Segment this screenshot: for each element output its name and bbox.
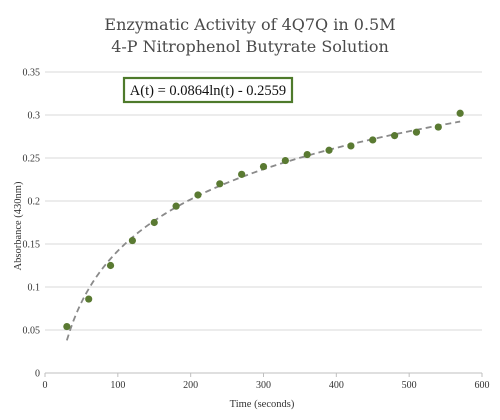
chart-title-line-2: 4-P Nitrophenol Butyrate Solution xyxy=(111,37,389,56)
equation-box xyxy=(122,76,294,104)
x-tick-label: 400 xyxy=(329,380,344,391)
data-points xyxy=(63,109,464,331)
x-tick-label: 500 xyxy=(402,380,417,391)
y-tick-label: 0.3 xyxy=(28,111,41,122)
x-tick-label: 200 xyxy=(183,380,198,391)
y-tick-label: 0.35 xyxy=(23,68,41,79)
data-point xyxy=(434,123,442,131)
x-axis-title: Time (seconds) xyxy=(230,399,295,410)
data-point xyxy=(172,202,180,210)
data-point xyxy=(347,142,355,150)
data-point xyxy=(303,150,311,159)
data-point xyxy=(391,132,399,140)
y-tick-label: 0 xyxy=(35,369,40,380)
y-axis-title: Absorbance (430nm) xyxy=(13,181,24,270)
data-point xyxy=(63,322,71,331)
y-tick-label: 0.1 xyxy=(28,283,41,294)
gridlines xyxy=(45,71,482,331)
data-point xyxy=(281,156,289,165)
x-tick-label: 0 xyxy=(43,380,48,391)
data-point xyxy=(106,261,115,270)
data-point xyxy=(325,146,333,154)
data-point xyxy=(238,170,246,178)
y-tick-label: 0.15 xyxy=(23,240,41,251)
trendline-layer xyxy=(65,120,461,341)
y-tick-label: 0.2 xyxy=(28,197,41,208)
data-point xyxy=(128,236,136,245)
data-point xyxy=(194,191,202,199)
data-point xyxy=(369,136,377,144)
y-tick-label: 0.05 xyxy=(23,326,41,337)
x-tick-label: 100 xyxy=(110,380,125,391)
data-point xyxy=(456,109,464,117)
data-point xyxy=(412,128,421,136)
equation-text: A(t) = 0.0864ln(t) - 0.2559 xyxy=(130,83,286,99)
data-point xyxy=(85,295,93,303)
data-point xyxy=(150,218,158,227)
y-tick-label: 0.25 xyxy=(23,154,41,165)
data-point xyxy=(259,163,268,171)
trendline xyxy=(65,120,461,341)
data-point xyxy=(216,180,224,188)
equation-annotation: A(t) = 0.0864ln(t) - 0.2559 xyxy=(122,76,294,104)
axes: 0 0.05 0.1 0.15 0.2 0.25 0.3 0.35 0 100 200 300 400 5… xyxy=(23,68,490,392)
x-tick-label: 300 xyxy=(256,380,271,391)
x-tick-label: 600 xyxy=(475,380,490,391)
chart-title-line-1: Enzymatic Activity of 4Q7Q in 0.5M xyxy=(104,15,395,34)
